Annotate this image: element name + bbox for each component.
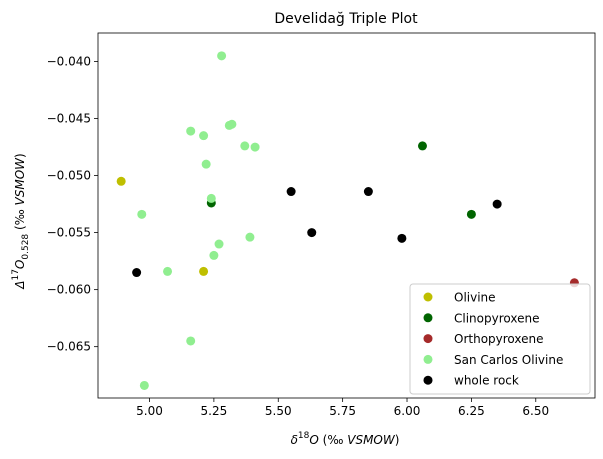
point-clinopyroxene bbox=[417, 141, 427, 151]
x-axis-ticks: 5.00 5.25 5.50 5.75 6.00 6.25 6.50 bbox=[136, 398, 549, 418]
x-tick-label: 5.75 bbox=[329, 404, 356, 418]
point-san-carlos-olivine bbox=[206, 193, 216, 203]
point-san-carlos-olivine bbox=[137, 209, 147, 219]
point-san-carlos-olivine bbox=[186, 336, 196, 346]
y-axis-ticks: −0.065 −0.060 −0.055 −0.050 −0.045 −0.040 bbox=[47, 55, 98, 354]
point-san-carlos-olivine bbox=[186, 126, 196, 136]
point-san-carlos-olivine bbox=[201, 159, 211, 169]
x-tick-label: 5.50 bbox=[265, 404, 292, 418]
plot-frame bbox=[97, 32, 596, 399]
legend-marker bbox=[423, 375, 433, 385]
x-tick-label: 6.50 bbox=[522, 404, 549, 418]
point-san-carlos-olivine bbox=[227, 119, 237, 129]
x-axis-label: δ18O (‰ VSMOW) bbox=[291, 431, 400, 447]
point-olivine bbox=[116, 176, 126, 186]
point-san-carlos-olivine bbox=[250, 142, 260, 152]
point-san-carlos-olivine bbox=[245, 232, 255, 242]
point-san-carlos-olivine bbox=[240, 141, 250, 151]
point-san-carlos-olivine bbox=[214, 239, 224, 249]
legend-marker bbox=[423, 292, 433, 302]
point-whole-rock bbox=[363, 187, 373, 197]
x-tick-label: 6.25 bbox=[458, 404, 485, 418]
y-tick-label: −0.040 bbox=[47, 55, 91, 69]
point-san-carlos-olivine bbox=[217, 51, 227, 61]
y-tick-label: −0.045 bbox=[47, 112, 91, 126]
point-san-carlos-olivine bbox=[199, 131, 209, 141]
legend-marker bbox=[423, 313, 433, 323]
point-whole-rock bbox=[397, 233, 407, 243]
point-whole-rock bbox=[286, 187, 296, 197]
legend-label: whole rock bbox=[454, 374, 519, 388]
point-clinopyroxene bbox=[466, 209, 476, 219]
y-tick-label: −0.065 bbox=[47, 340, 91, 354]
legend: Olivine Clinopyroxene Orthopyroxene San Car… bbox=[409, 283, 591, 395]
x-tick-label: 5.25 bbox=[201, 404, 228, 418]
legend-box bbox=[409, 283, 591, 395]
point-olivine bbox=[199, 266, 209, 276]
y-tick-label: −0.055 bbox=[47, 226, 91, 240]
point-san-carlos-olivine bbox=[139, 380, 149, 390]
point-whole-rock bbox=[132, 268, 142, 278]
x-tick-label: 6.00 bbox=[394, 404, 421, 418]
plot-area bbox=[116, 51, 579, 390]
legend-label: San Carlos Olivine bbox=[454, 353, 563, 367]
legend-marker bbox=[423, 354, 433, 364]
chart-title: Develidağ Triple Plot bbox=[274, 11, 418, 27]
legend-label: Clinopyroxene bbox=[454, 311, 539, 325]
legend-marker bbox=[423, 334, 433, 344]
point-san-carlos-olivine bbox=[209, 250, 219, 260]
x-tick-label: 5.00 bbox=[136, 404, 163, 418]
point-whole-rock bbox=[307, 228, 317, 238]
y-tick-label: −0.060 bbox=[47, 283, 91, 297]
legend-label: Olivine bbox=[454, 291, 496, 305]
y-tick-label: −0.050 bbox=[47, 169, 91, 183]
y-axis-label: Δ17O0.528 (‰ VSMOW) bbox=[11, 153, 31, 290]
point-whole-rock bbox=[492, 199, 502, 209]
legend-label: Orthopyroxene bbox=[454, 332, 544, 346]
point-san-carlos-olivine bbox=[163, 266, 173, 276]
